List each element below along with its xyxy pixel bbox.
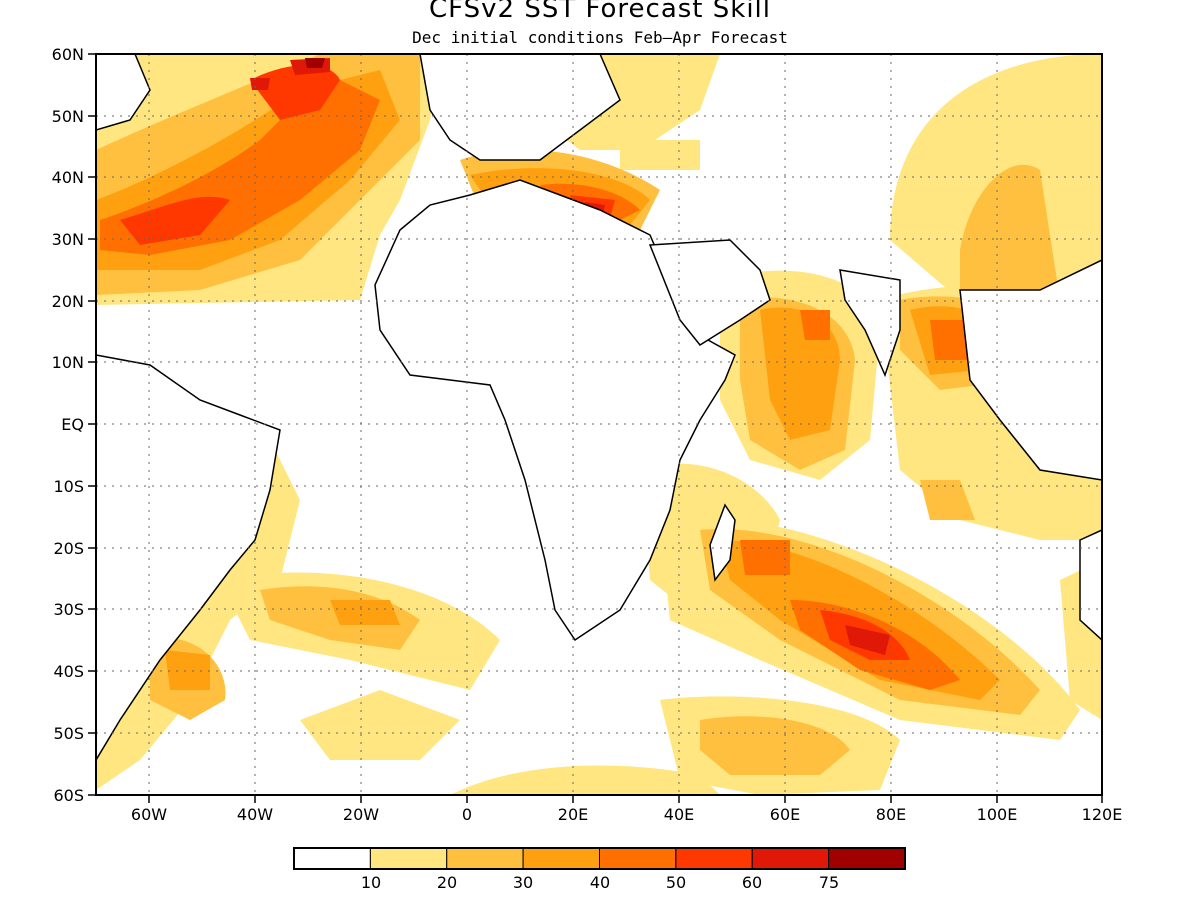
colorbar: 10 20 30 40 50 60 75 <box>293 847 906 892</box>
tick-marks <box>88 53 1103 803</box>
figure-title: CFSv2 SST Forecast Skill <box>428 0 772 24</box>
lat-label: 30N <box>52 230 84 249</box>
colorbar-swatches <box>293 847 906 870</box>
lat-label: 20N <box>52 292 84 311</box>
land-masses <box>96 54 1102 762</box>
lon-label: 120E <box>1082 805 1123 824</box>
colorbar-swatch <box>293 847 371 870</box>
lat-label: 40N <box>52 168 84 187</box>
lat-label: 60N <box>52 45 84 64</box>
colorbar-swatch <box>446 847 524 870</box>
australia-landmass <box>1079 529 1102 642</box>
india-landmass <box>839 269 901 378</box>
colorbar-swatch <box>828 847 906 870</box>
south-america-landmass <box>96 354 281 762</box>
graticule <box>96 54 1102 795</box>
madagascar-landmass <box>709 503 736 582</box>
lon-label: 80E <box>876 805 906 824</box>
lat-label: 50S <box>53 724 84 743</box>
lat-label: 50N <box>52 107 84 126</box>
colorbar-swatch <box>599 847 677 870</box>
colorbar-swatch <box>369 847 448 870</box>
lon-label: 20E <box>558 805 588 824</box>
colorbar-frame <box>293 847 906 870</box>
colorbar-swatch <box>522 847 600 870</box>
lat-label: 60S <box>53 786 84 805</box>
lon-label: 20W <box>343 805 379 824</box>
lon-label: 100E <box>977 805 1018 824</box>
southeast-asia-landmass <box>959 259 1102 481</box>
colorbar-label: 40 <box>590 873 610 892</box>
latitude-labels: 60N 50N 40N 30N 20N 10N EQ 10S 20S 30S 4… <box>52 45 84 805</box>
colorbar-label: 10 <box>361 873 381 892</box>
north-america-landmass <box>96 54 151 131</box>
colorbar-label: 30 <box>513 873 533 892</box>
figure-subtitle: Dec initial conditions Feb–Apr Forecast <box>412 28 788 47</box>
lon-label: 0 <box>462 805 472 824</box>
lat-label: 10N <box>52 353 84 372</box>
europe-landmass <box>419 54 621 161</box>
lat-label: 10S <box>53 477 84 496</box>
africa-landmass <box>374 179 736 642</box>
arabia-landmass <box>648 239 771 346</box>
colorbar-label: 50 <box>666 873 686 892</box>
colorbar-label: 60 <box>742 873 762 892</box>
longitude-labels: 60W 40W 20W 0 20E 40E 60E 80E 100E 120E <box>131 805 1122 824</box>
lat-label: 20S <box>53 539 84 558</box>
lon-label: 40W <box>237 805 273 824</box>
lat-label: EQ <box>61 415 84 434</box>
lon-label: 60E <box>770 805 800 824</box>
colorbar-label: 75 <box>819 873 839 892</box>
lat-label: 30S <box>53 600 84 619</box>
colorbar-label: 20 <box>437 873 457 892</box>
lon-label: 40E <box>664 805 694 824</box>
colorbar-swatch <box>751 847 830 870</box>
lon-label: 60W <box>131 805 167 824</box>
sst-skill-field <box>96 54 1102 795</box>
colorbar-swatch <box>675 847 753 870</box>
contour-level-75 <box>305 58 325 68</box>
lat-label: 40S <box>53 662 84 681</box>
